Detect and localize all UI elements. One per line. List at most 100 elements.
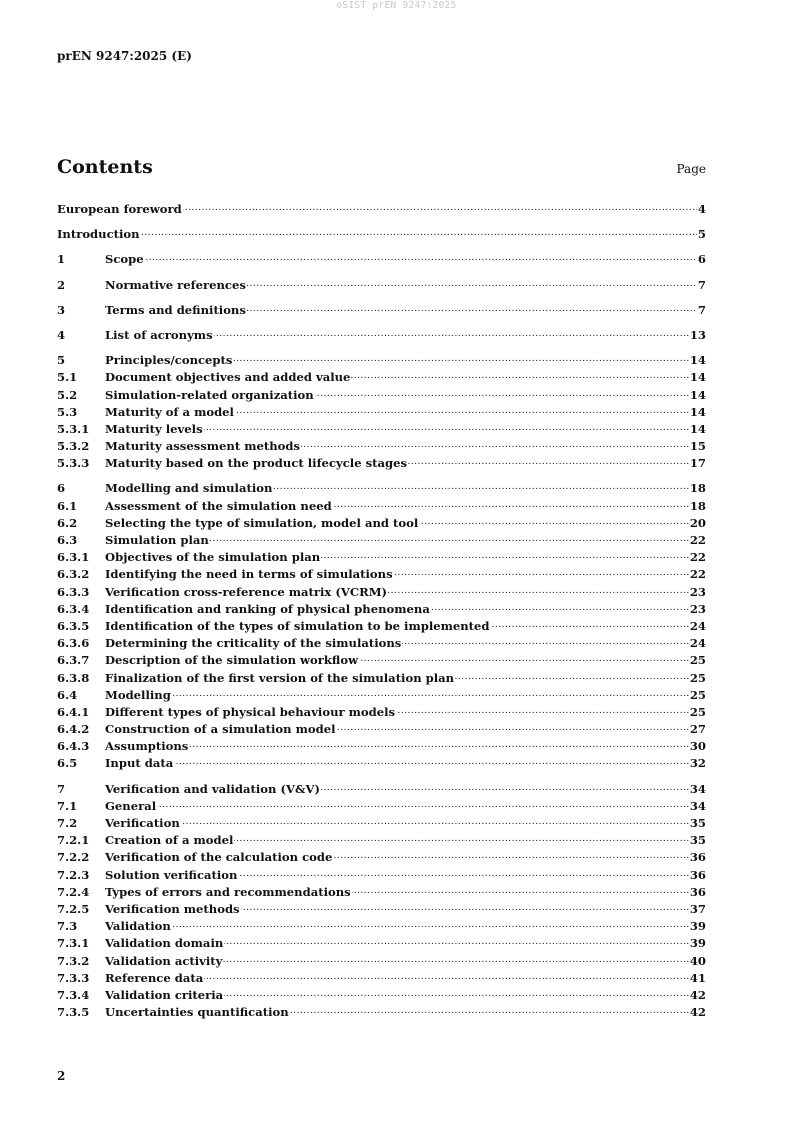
toc-entry-page: 36 <box>688 866 706 884</box>
toc-entry[interactable]: 6.4.1 Different types of physical behavio… <box>57 703 706 722</box>
toc-entry-leader: Input data <box>105 755 706 772</box>
toc-entry[interactable]: 7.3.4 Validation criteria 42 <box>57 986 706 1005</box>
toc-entry-title: Maturity of a model <box>105 404 235 419</box>
toc-entry-leader: Verification <box>105 815 706 832</box>
toc-entry-page: 24 <box>688 617 706 636</box>
toc-entry-number: 6.3.2 <box>57 567 90 582</box>
toc-entry-number: 6.3.3 <box>57 584 90 599</box>
toc-entry-page: 39 <box>688 935 706 953</box>
toc-entry[interactable]: 7.3.1 Validation domain 39 <box>57 935 706 953</box>
toc-entry[interactable]: 7.2.3 Solution verification 36 <box>57 866 706 884</box>
toc-entry-number: 6.4.3 <box>57 739 90 754</box>
toc-entry[interactable]: Introduction 5 <box>57 226 706 244</box>
toc-entry[interactable]: 7.2.1 Creation of a model 35 <box>57 832 706 850</box>
toc-entry[interactable]: 7.3.5 Uncertainties quantification 42 <box>57 1004 706 1022</box>
toc-entry[interactable]: 5.3.2 Maturity assessment methods 15 <box>57 438 706 456</box>
toc-entry[interactable]: 6.3.5 Identification of the types of simu… <box>57 617 706 636</box>
toc-entry-page: 15 <box>688 438 706 456</box>
toc-entry-page: 25 <box>688 669 706 687</box>
toc-entry-leader: Document objectives and added value <box>105 369 706 386</box>
toc-entry-page: 36 <box>688 849 706 867</box>
toc-entry-title: Terms and definitions <box>105 302 247 317</box>
toc-entry[interactable]: 7.2.2 Verification of the calculation cod… <box>57 849 706 867</box>
toc-entry-leader: Introduction <box>57 226 706 243</box>
toc-entry-page: 20 <box>688 514 706 532</box>
toc-entry-number: 5.2 <box>57 387 78 402</box>
toc-entry[interactable]: 5 Principles/concepts 14 <box>57 352 706 370</box>
toc-entry-leader: Assessment of the simulation need <box>105 498 706 515</box>
toc-entry[interactable]: 1 Scope 6 <box>57 251 706 269</box>
toc-entry-leader: General <box>105 798 706 815</box>
toc-entry-number: 1 <box>57 252 66 267</box>
toc-entry[interactable]: 6.3.6 Determining the criticality of the … <box>57 635 706 653</box>
toc-entry[interactable]: 6.4 Modelling 25 <box>57 686 706 704</box>
toc-entry-page: 7 <box>696 276 706 294</box>
toc-entry[interactable]: 7.2 Verification 35 <box>57 815 706 833</box>
toc-entry-leader: Determining the criticality of the simul… <box>105 635 706 652</box>
toc-entry[interactable]: 6.5 Input data 32 <box>57 755 706 773</box>
toc-entry-title: Maturity based on the product lifecycle … <box>105 456 409 471</box>
toc-entry[interactable]: 4 List of acronyms 13 <box>57 326 706 345</box>
toc-entry-title: Construction of a simulation model <box>105 722 337 737</box>
toc-entry[interactable]: 6 Modelling and simulation 18 <box>57 480 706 498</box>
toc-entry-page: 5 <box>696 226 706 244</box>
toc-entry-leader: Simulation plan <box>105 532 706 549</box>
toc-entry-number: 6.3 <box>57 533 78 547</box>
toc-entry-leader: Selecting the type of simulation, model … <box>105 515 706 532</box>
toc-entry-page: 14 <box>688 352 706 370</box>
toc-entry[interactable]: 6.3.8 Finalization of the first version o… <box>57 669 706 687</box>
toc-entry[interactable]: 7.2.5 Verification methods 37 <box>57 900 706 919</box>
toc-entry[interactable]: 6.4.2 Construction of a simulation model 2… <box>57 721 706 739</box>
toc-entry[interactable]: 6.3.4 Identification and ranking of physi… <box>57 600 706 618</box>
toc-entry[interactable]: 6.3.7 Description of the simulation workf… <box>57 652 706 670</box>
watermark: oSIST prEN 9247:2025 <box>336 0 457 11</box>
toc-entry-number: 7.2.3 <box>57 867 90 882</box>
toc-entry-number: 4 <box>57 327 66 342</box>
toc-entry-title: Principles/concepts <box>105 353 234 368</box>
toc-entry[interactable]: 6.2 Selecting the type of simulation, mod… <box>57 514 706 532</box>
toc-entry[interactable]: 5.1 Document objectives and added value 14 <box>57 369 706 387</box>
toc-entry[interactable]: 5.3.3 Maturity based on the product lifec… <box>57 455 706 473</box>
toc-entry[interactable]: 7.3 Validation 39 <box>57 918 706 936</box>
toc-entry-page: 34 <box>688 780 706 798</box>
toc-entry[interactable]: 7 Verification and validation (V&V) 34 <box>57 780 706 798</box>
toc-entry-number: 5.3.3 <box>57 456 90 471</box>
toc-entry-leader: Principles/concepts <box>105 352 706 369</box>
toc-entry[interactable]: 7.3.3 Reference data 41 <box>57 969 706 987</box>
toc-entry[interactable]: 5.3 Maturity of a model 14 <box>57 403 706 421</box>
toc-entry[interactable]: 3 Terms and definitions 7 <box>57 301 706 319</box>
toc-entry[interactable]: European foreword 4 <box>57 201 706 219</box>
toc-entry-page: 39 <box>688 918 706 936</box>
toc-entry-page: 25 <box>688 703 706 722</box>
toc-entry-number: 6.3.8 <box>57 670 90 685</box>
toc-entry[interactable]: 5.3.1 Maturity levels 14 <box>57 420 706 439</box>
toc-entry[interactable]: 7.1 General 34 <box>57 797 706 815</box>
toc-entry-title: Verification and validation (V&V) <box>105 781 321 796</box>
toc-entry[interactable]: 6.3.3 Verification cross-reference matrix… <box>57 583 706 601</box>
toc-entry[interactable]: 7.2.4 Types of errors and recommendations… <box>57 883 706 901</box>
toc-entry-leader: Construction of a simulation model <box>105 721 706 738</box>
toc-entry-number: 7.3 <box>57 919 78 934</box>
toc-entry-leader: Identification and ranking of physical p… <box>105 601 706 618</box>
toc-entry-number: 6.2 <box>57 515 78 530</box>
toc-entry[interactable]: 6.1 Assessment of the simulation need 18 <box>57 497 706 515</box>
toc-entry-page: 6 <box>696 251 706 269</box>
toc-entry[interactable]: 6.3.1 Objectives of the simulation plan 22 <box>57 549 706 567</box>
toc-entry-title: Introduction <box>57 227 141 242</box>
toc-entry[interactable]: 6.3.2 Identifying the need in terms of si… <box>57 566 706 584</box>
toc-entry-number: 7.2 <box>57 816 78 830</box>
toc-entry[interactable]: 5.2 Simulation-related organization 14 <box>57 386 706 404</box>
toc-entry-number: 7.1 <box>57 798 78 813</box>
toc-entry-page: 25 <box>688 652 706 670</box>
toc-entry-number: 6.4.2 <box>57 722 90 737</box>
toc-entry-title: Scope <box>105 252 145 267</box>
toc-entry[interactable]: 2 Normative references 7 <box>57 276 706 294</box>
toc-entry-leader: Maturity assessment methods <box>105 438 706 455</box>
toc-entry-number: 5.3 <box>57 404 78 419</box>
toc-entry[interactable]: 6.3 Simulation plan 22 <box>57 532 706 550</box>
page-title: Contents <box>57 156 153 178</box>
toc-entry[interactable]: 7.3.2 Validation activity 40 <box>57 952 706 970</box>
toc-entry[interactable]: 6.4.3 Assumptions 30 <box>57 738 706 756</box>
toc-entry-page: 36 <box>688 883 706 901</box>
toc-entry-leader: Objectives of the simulation plan <box>105 549 706 566</box>
